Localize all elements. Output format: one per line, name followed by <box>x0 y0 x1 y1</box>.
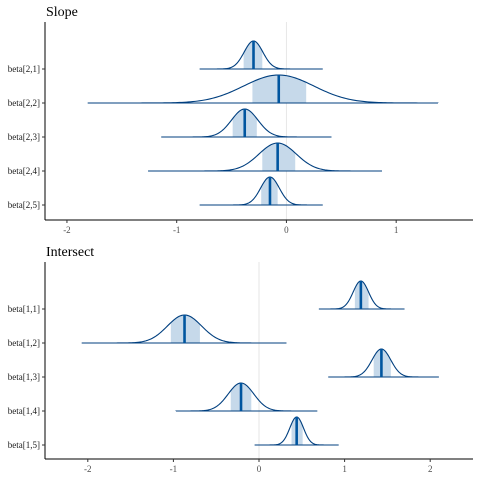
panel-title: Intersect <box>46 245 94 260</box>
x-tick-label: -1 <box>173 225 181 235</box>
series-label: beta[1,1] <box>8 304 40 314</box>
series-label: beta[2,4] <box>8 166 40 176</box>
series-label: beta[1,2] <box>8 338 40 348</box>
series-label: beta[2,2] <box>8 98 40 108</box>
series-label: beta[2,3] <box>8 132 40 142</box>
x-tick-label: 2 <box>428 464 433 474</box>
x-tick-label: 1 <box>394 225 399 235</box>
series-label: beta[1,3] <box>8 372 40 382</box>
x-tick-label: 1 <box>342 464 347 474</box>
series-label: beta[2,1] <box>8 64 40 74</box>
x-tick-label: -1 <box>170 464 178 474</box>
series-label: beta[1,4] <box>8 406 40 416</box>
series-label: beta[1,5] <box>8 440 40 450</box>
x-tick-label: 0 <box>257 464 262 474</box>
x-tick-label: 0 <box>284 225 289 235</box>
x-tick-label: -2 <box>84 464 92 474</box>
panel-title: Slope <box>46 5 78 20</box>
x-tick-label: -2 <box>63 225 71 235</box>
series-label: beta[2,5] <box>8 200 40 210</box>
